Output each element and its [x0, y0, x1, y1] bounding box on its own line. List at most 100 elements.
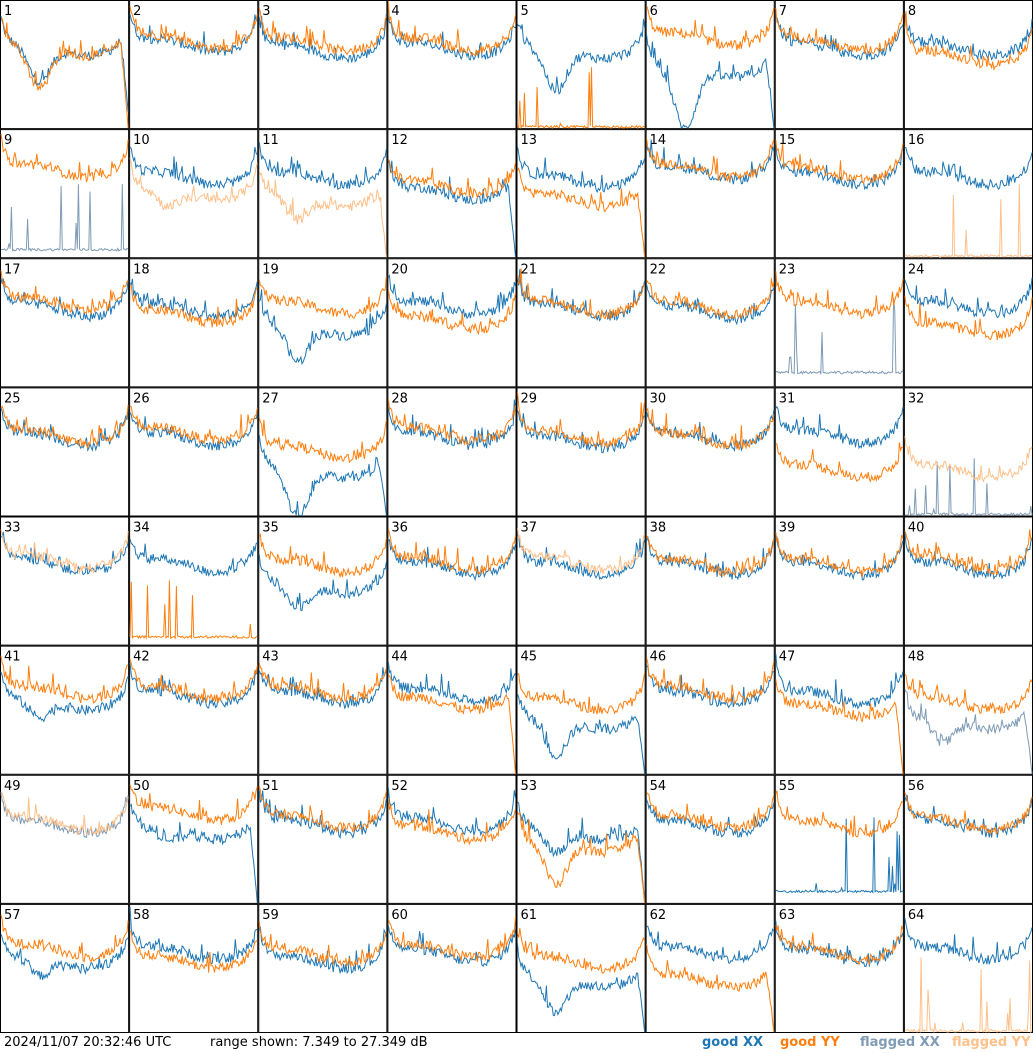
series-yy-42: [129, 658, 258, 704]
series-yy-63: [775, 925, 904, 966]
series-yy-64: [904, 957, 1033, 1033]
series-yy-15: [775, 140, 904, 185]
series-yy-36: [387, 528, 516, 576]
panel-26: 26: [129, 387, 259, 517]
series-xx-23: [775, 297, 903, 376]
panel-label: 55: [779, 779, 796, 794]
panel-32: 32: [903, 387, 1033, 517]
panel-label: 38: [650, 521, 667, 536]
panel-frame: [645, 516, 775, 646]
panel-frame: [516, 903, 646, 1033]
legend-flagged-yy: flagged YY: [952, 1035, 1031, 1050]
series-yy-58: [129, 930, 258, 973]
panel-33: 33: [0, 516, 130, 646]
panel-frame: [516, 516, 646, 646]
series-yy-13: [517, 167, 646, 258]
panel-label: 26: [133, 391, 150, 406]
series-xx-4: [387, 15, 516, 61]
panel-frame: [774, 387, 904, 517]
panel-frame: [774, 516, 904, 646]
panel-frame: [258, 903, 388, 1033]
series-yy-2: [129, 6, 258, 54]
series-yy-23: [775, 271, 904, 320]
series-xx-14: [646, 139, 775, 185]
panel-frame: [258, 129, 388, 259]
panel-frame: [387, 903, 517, 1033]
panel-frame: [774, 0, 904, 130]
panel-41: 41: [0, 645, 130, 775]
panel-frame: [645, 258, 775, 388]
panel-38: 38: [645, 516, 775, 646]
panel-frame: [0, 258, 130, 388]
series-yy-9: [0, 133, 129, 183]
series-yy-14: [646, 138, 775, 182]
panel-label: 19: [262, 262, 279, 277]
panel-44: 44: [387, 645, 517, 775]
panel-label: 58: [133, 908, 150, 923]
series-xx-60: [387, 925, 516, 967]
panel-label: 24: [908, 262, 925, 277]
series-yy-28: [387, 398, 516, 446]
panel-frame: [258, 774, 388, 904]
panel-22: 22: [645, 258, 775, 388]
series-xx-11: [258, 142, 387, 191]
panel-label: 8: [908, 4, 916, 19]
panel-53: 53: [516, 774, 646, 904]
panel-frame: [645, 774, 775, 904]
panel-label: 31: [779, 391, 796, 406]
panel-frame: [903, 0, 1033, 130]
series-yy-27: [258, 417, 387, 464]
panel-3: 3: [258, 0, 388, 130]
range-text: range shown: 7.349 to 27.349 dB: [210, 1035, 428, 1050]
series-yy-45: [517, 672, 646, 715]
series-xx-15: [775, 142, 904, 191]
panel-8: 8: [903, 0, 1033, 130]
panel-12: 12: [387, 129, 517, 259]
panel-label: 6: [650, 4, 658, 19]
panel-54: 54: [645, 774, 775, 904]
panel-frame: [645, 387, 775, 517]
panel-label: 53: [521, 779, 538, 794]
panel-frame: [129, 387, 259, 517]
panel-frame: [129, 0, 259, 130]
series-yy-39: [775, 532, 904, 577]
series-xx-52: [387, 787, 516, 837]
series-xx-48: [904, 689, 1033, 774]
series-yy-44: [388, 674, 516, 774]
panel-label: 17: [4, 262, 21, 277]
panel-label: 37: [521, 521, 538, 536]
series-yy-49: [0, 792, 129, 836]
panel-18: 18: [129, 258, 259, 388]
panel-frame: [387, 645, 517, 775]
series-xx-2: [129, 14, 258, 56]
series-yy-26: [129, 405, 258, 446]
panel-55: 55: [774, 774, 904, 904]
panel-label: 42: [133, 650, 150, 665]
panel-label: 36: [391, 521, 408, 536]
panel-46: 46: [645, 645, 775, 775]
series-xx-10: [129, 146, 258, 190]
legend-flagged-xx: flagged XX: [860, 1035, 940, 1050]
series-yy-31: [775, 442, 904, 483]
panel-frame: [387, 0, 517, 130]
panel-label: 29: [521, 391, 538, 406]
panel-label: 1: [4, 4, 12, 19]
panel-52: 52: [387, 774, 517, 904]
series-yy-55: [775, 790, 904, 838]
panel-frame: [903, 387, 1033, 517]
panel-label: 35: [262, 521, 279, 536]
panel-label: 11: [262, 133, 279, 148]
series-xx-6: [646, 34, 775, 130]
series-yy-43: [258, 662, 387, 703]
panel-39: 39: [774, 516, 904, 646]
panel-label: 21: [521, 262, 538, 277]
panel-16: 16: [903, 129, 1033, 259]
panel-label: 59: [262, 908, 279, 923]
panel-49: 49: [0, 774, 130, 904]
series-yy-12: [388, 159, 516, 200]
panel-frame: [645, 645, 775, 775]
series-yy-62: [646, 943, 775, 1033]
series-xx-42: [129, 662, 258, 709]
series-xx-45: [517, 694, 646, 774]
